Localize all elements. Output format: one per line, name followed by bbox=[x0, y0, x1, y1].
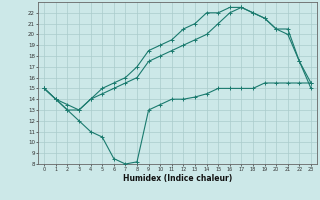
X-axis label: Humidex (Indice chaleur): Humidex (Indice chaleur) bbox=[123, 174, 232, 183]
